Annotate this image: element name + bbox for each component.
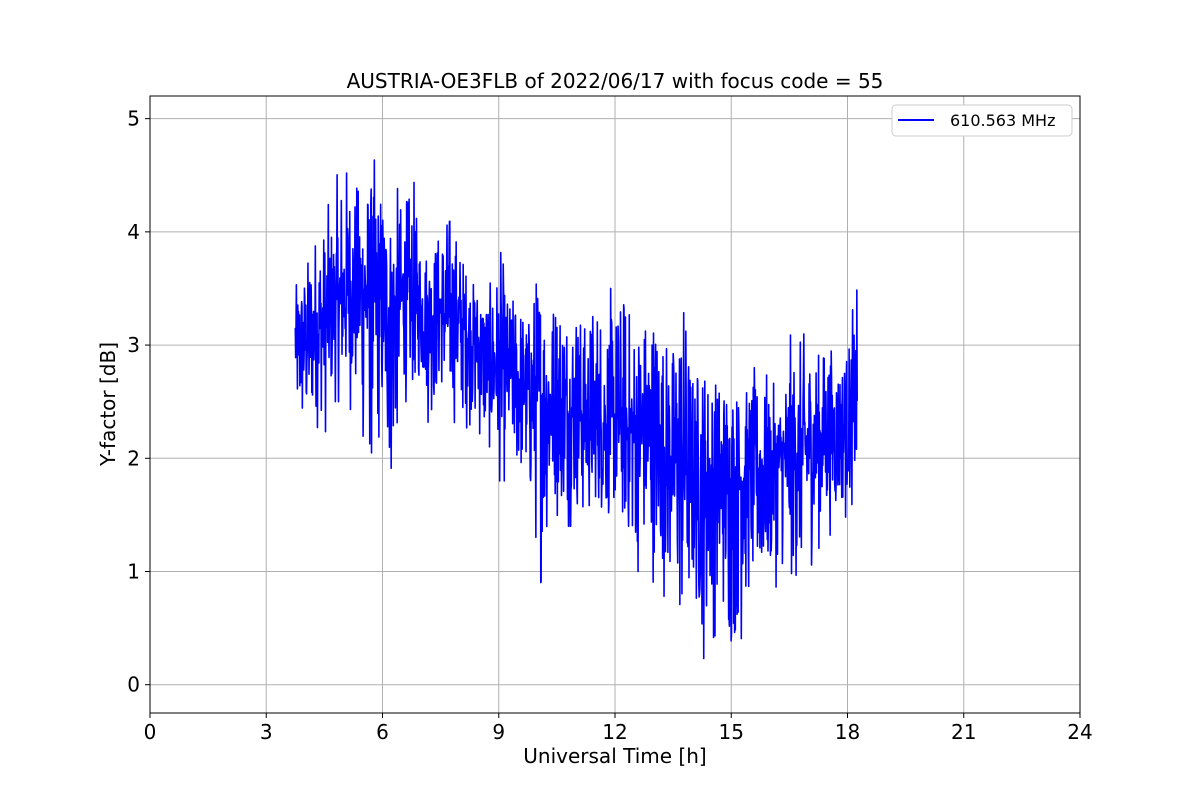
y-tick-label: 2 [127,446,140,470]
y-tick-label: 3 [127,333,140,357]
series-layer [294,159,858,660]
y-tick-label: 0 [127,673,140,697]
x-tick-label: 18 [835,720,860,744]
y-tick-label: 5 [127,107,140,131]
series-line-610-563-mhz [294,159,858,660]
x-tick-label: 6 [376,720,389,744]
x-tick-label: 15 [719,720,744,744]
x-axis-label: Universal Time [h] [523,744,706,768]
legend: 610.563 MHz [891,104,1073,137]
y-tick-label: 1 [127,559,140,583]
x-tick-label: 9 [492,720,505,744]
y-axis-label: Y-factor [dB] [96,342,120,467]
x-tick-label: 24 [1067,720,1092,744]
legend-box [891,104,1073,137]
x-tick-label: 3 [260,720,273,744]
x-tick-label: 21 [951,720,976,744]
chart-title: AUSTRIA-OE3FLB of 2022/06/17 with focus … [347,69,884,93]
x-tick-label: 0 [144,720,157,744]
legend-label: 610.563 MHz [950,111,1055,130]
x-tick-label: 12 [602,720,627,744]
y-tick-label: 4 [127,220,140,244]
